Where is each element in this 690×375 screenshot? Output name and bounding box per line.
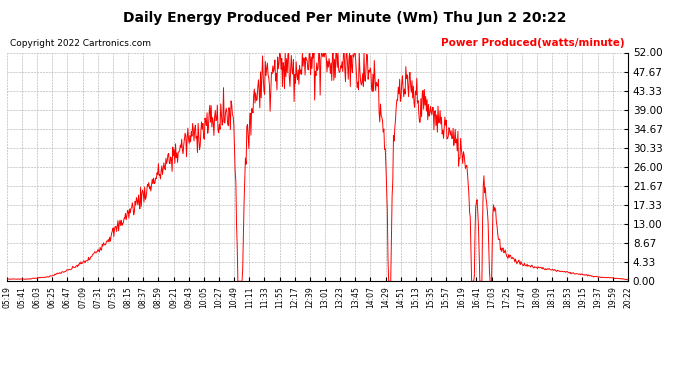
Text: Daily Energy Produced Per Minute (Wm) Thu Jun 2 20:22: Daily Energy Produced Per Minute (Wm) Th… bbox=[124, 11, 566, 25]
Text: Copyright 2022 Cartronics.com: Copyright 2022 Cartronics.com bbox=[10, 39, 151, 48]
Text: Power Produced(watts/minute): Power Produced(watts/minute) bbox=[441, 38, 625, 48]
